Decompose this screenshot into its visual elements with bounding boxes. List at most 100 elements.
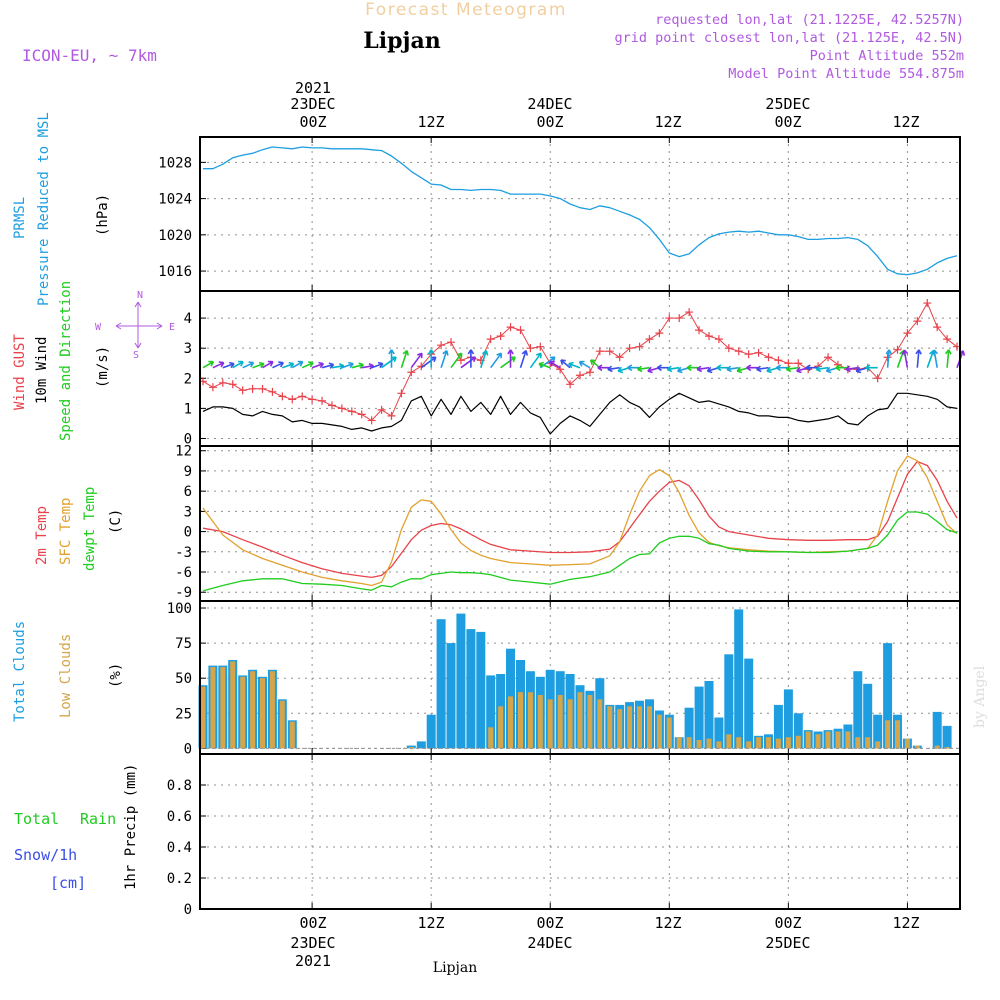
wind-direction-arrow	[901, 349, 909, 368]
wind-direction-arrow	[931, 349, 938, 368]
temperature-ytick-label: 3	[184, 504, 192, 520]
low-clouds-bar	[914, 745, 920, 749]
total-clouds-bar	[773, 704, 783, 749]
gust-marker	[377, 405, 386, 414]
top-year-label: 2021	[295, 79, 331, 97]
total-clouds-bar	[476, 631, 486, 749]
gust-marker	[635, 342, 644, 351]
wind-direction-arrow	[341, 361, 354, 369]
low-clouds-bar	[736, 737, 742, 749]
wind-direction-arrow	[560, 359, 571, 369]
gust-marker	[724, 344, 733, 353]
wind-direction-arrow	[361, 363, 375, 370]
total-clouds-bar	[853, 671, 863, 749]
wind-direction-arrow	[944, 349, 952, 368]
bottom-time-label-4: 12Z	[654, 914, 681, 932]
wind-gust-label: Wind GUST	[12, 334, 28, 410]
low-clouds-bar	[210, 667, 216, 749]
wind-direction-arrow	[538, 361, 551, 369]
gust-marker	[764, 353, 773, 362]
top-time-label-1: 00Z	[299, 113, 326, 131]
wind-direction-arrow	[212, 361, 225, 369]
gust-marker	[943, 335, 952, 344]
gust-marker	[794, 359, 803, 368]
total-clouds-bar	[456, 613, 466, 749]
low-clouds-bar	[805, 731, 811, 749]
low-clouds-bar	[269, 671, 275, 749]
total-clouds-bar	[783, 689, 793, 749]
low-clouds-bar	[577, 692, 583, 749]
wind-direction-arrow	[331, 363, 345, 370]
gust-marker	[754, 348, 763, 357]
wind-direction-arrow	[805, 364, 819, 372]
precipitation-frame	[199, 753, 961, 910]
total-clouds-bar	[704, 681, 714, 749]
wind-direction-arrow	[865, 364, 878, 372]
wind-direction-arrow	[775, 364, 789, 372]
precipitation-ytick-label: 0	[184, 902, 192, 918]
top-time-label-4: 12Z	[654, 113, 681, 131]
low-clouds-bar	[289, 721, 295, 749]
gust-marker	[288, 395, 297, 404]
gust-marker	[238, 386, 247, 395]
wind-ytick-label: 4	[184, 311, 192, 327]
total-clouds-bar	[883, 643, 893, 749]
bottom-time-label-5: 00Z	[774, 914, 801, 932]
gust-marker	[675, 314, 684, 323]
wind-direction-arrow	[696, 365, 710, 373]
pressure-label-line-1: PRMSL	[12, 197, 28, 239]
wind-direction-arrow	[507, 349, 514, 368]
temp-2m-label: 2m Temp	[34, 506, 50, 565]
gust-marker	[566, 380, 575, 389]
bottom-time-label-1: 00Z	[299, 914, 326, 932]
pressure-frame	[199, 136, 961, 292]
gust-marker	[615, 353, 624, 362]
total-clouds-bar	[694, 686, 704, 749]
gust-marker	[923, 299, 932, 308]
model-name: ICON-EU, ~ 7km	[22, 46, 157, 65]
wind-direction-arrow	[467, 349, 475, 368]
rain-label: Rain	[80, 810, 116, 828]
low-clouds-bar	[557, 695, 563, 749]
low-clouds-bar	[200, 686, 206, 749]
total-clouds-bar	[873, 714, 883, 749]
wind-speed-dir-label: Speed and Direction	[58, 281, 74, 441]
wind-direction-arrow	[529, 352, 542, 369]
low-clouds-bar	[230, 661, 236, 749]
gust-marker	[576, 371, 584, 380]
wind-direction-arrow	[420, 356, 437, 369]
precipitation-ytick-label: 0.8	[167, 778, 192, 794]
gust-marker	[367, 416, 376, 425]
compass-east: E	[169, 322, 175, 333]
total-clouds-bar	[466, 629, 476, 749]
gust-marker	[605, 347, 614, 356]
gust-marker	[347, 407, 356, 416]
wind-direction-arrow	[756, 365, 769, 373]
precip-axis-label: 1hr Precip (mm)	[123, 764, 139, 890]
gust-marker	[704, 332, 713, 341]
grid-point-coordinates: grid point closest lon,lat (21.125E, 42.…	[615, 30, 965, 46]
footer-location: Lipjan	[433, 960, 477, 976]
meteogram-title: Forecast Meteogram	[365, 0, 567, 20]
low-clouds-bar	[885, 720, 891, 749]
pressure-ytick-label: 1020	[158, 228, 192, 244]
low-clouds-bar	[815, 734, 821, 749]
temperature-ytick-label: 6	[184, 484, 192, 500]
clouds-panel: 0 25 50 75 100	[167, 600, 961, 757]
wind-direction-arrow	[291, 360, 304, 369]
bottom-year-label: 2021	[295, 952, 331, 970]
gust-marker	[873, 374, 882, 383]
low-clouds-bar	[607, 706, 613, 749]
wind-direction-arrow	[726, 365, 739, 373]
gust-marker	[655, 329, 664, 338]
clouds-unit-label: (%)	[108, 663, 124, 688]
gust-marker	[506, 323, 515, 332]
gust-marker	[784, 359, 793, 368]
total-clouds-bar	[734, 609, 744, 749]
gust-marker	[903, 329, 912, 338]
temperature-panel: -9 -6 -3 0 3 6 9 12	[175, 444, 961, 602]
gust-marker	[824, 353, 833, 362]
top-date-label-2: 24DEC	[527, 95, 572, 113]
low-clouds-bar	[260, 678, 265, 749]
